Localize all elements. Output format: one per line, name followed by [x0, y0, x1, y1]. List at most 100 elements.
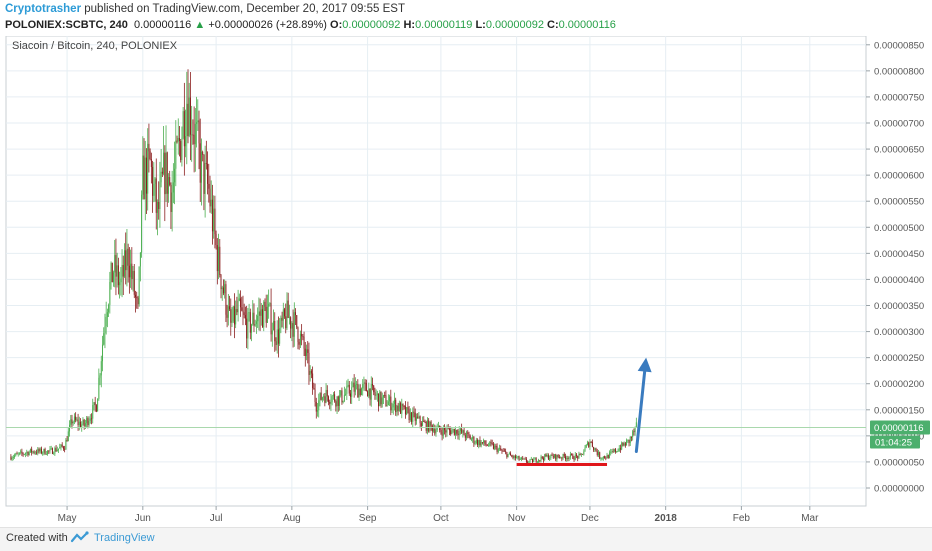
candle-body [349, 393, 351, 397]
candle-body [364, 382, 366, 384]
candle-body [462, 430, 464, 433]
candle-body [185, 136, 187, 147]
candle-body [479, 440, 481, 446]
candle-body [141, 194, 143, 253]
candle-body [302, 336, 304, 338]
candle-body [627, 439, 629, 441]
candle-body [324, 396, 326, 403]
candle-body [55, 448, 57, 452]
candle-body [325, 389, 327, 403]
candle-body [77, 419, 79, 426]
candle-body [31, 448, 33, 453]
candle-body [276, 329, 278, 345]
candle-body [22, 453, 24, 455]
candle-body [458, 430, 460, 436]
candle-body [51, 448, 53, 454]
x-tick-label: Aug [283, 513, 301, 524]
candle-body [254, 324, 256, 326]
candle-body [87, 418, 89, 426]
candle-body [593, 446, 595, 450]
candle-body [65, 440, 67, 450]
low-label: L: [475, 19, 486, 31]
candle-body [376, 393, 378, 395]
candle-body [329, 401, 331, 404]
candle-body [398, 403, 400, 411]
candle-body [49, 448, 51, 451]
candle-body [67, 431, 69, 442]
candle-body [374, 392, 376, 396]
candle-body [330, 401, 332, 404]
candle-body [505, 451, 507, 453]
candle-body [149, 151, 151, 160]
candle-body [337, 396, 339, 406]
candle-body [499, 448, 501, 449]
candle-body [138, 266, 140, 305]
y-tick-label: 0.00000250 [874, 353, 924, 364]
candle-body [441, 432, 443, 436]
candle-body [510, 453, 512, 456]
countdown-tag-label: 01:04:25 [875, 438, 912, 449]
candle-body [121, 264, 123, 279]
candle-body [240, 298, 242, 308]
x-axis: May Jun Jul Aug Sep Oct Nov Dec 2018 Feb Mar [58, 506, 819, 524]
candle-body [516, 457, 518, 459]
last-price-tag-label: 0.00000116 [874, 423, 924, 434]
candle-body [485, 444, 487, 445]
candle-body [158, 201, 160, 209]
candle-body [379, 391, 381, 407]
candle-body [381, 397, 383, 405]
candle-body [102, 344, 104, 362]
candle-body [494, 445, 496, 449]
candle-body [81, 424, 83, 428]
candle-body [317, 410, 319, 412]
candle-body [98, 377, 100, 399]
candle-body [148, 143, 150, 152]
candle-body [544, 454, 546, 460]
candle-body [299, 333, 301, 345]
candle-body [474, 443, 476, 444]
candle-body [100, 361, 102, 376]
candle-body [70, 419, 72, 425]
candle-body [424, 421, 426, 423]
candle-body [455, 429, 457, 435]
candle-body [375, 394, 377, 396]
candle-body [155, 178, 157, 213]
price-chart[interactable]: May Jun Jul Aug Sep Oct Nov Dec 2018 Feb Mar 0.000… [0, 36, 932, 527]
candle-body [347, 384, 349, 387]
candle-body [562, 454, 564, 459]
candle-body [503, 450, 505, 452]
candle-body [205, 163, 207, 164]
candle-body [287, 300, 289, 318]
candle-body [225, 284, 227, 315]
candle-body [202, 151, 204, 155]
candle-body [128, 265, 130, 278]
candle-body [472, 436, 474, 439]
author-link[interactable]: Cryptotrasher [5, 3, 82, 15]
candle-body [582, 453, 584, 455]
candle-body [56, 449, 58, 452]
candle-body [116, 265, 118, 277]
candle-body [341, 390, 343, 403]
candle-body [370, 383, 372, 400]
candle-body [533, 459, 535, 463]
candle-body [373, 385, 375, 393]
candle-body [47, 450, 49, 455]
candle-body [490, 441, 492, 444]
candle-body [352, 382, 354, 388]
tradingview-link[interactable]: TradingView [94, 532, 155, 544]
candle-body [338, 395, 340, 406]
candle-body [475, 439, 477, 444]
candle-body [588, 442, 590, 447]
candle-body [378, 393, 380, 407]
candle-body [104, 326, 106, 334]
candle-body [359, 388, 361, 396]
candle-body [628, 439, 630, 443]
candle-body [621, 442, 623, 450]
candle-body [69, 424, 71, 432]
candle-body [362, 384, 364, 389]
candle-body [435, 430, 437, 434]
candle-body [161, 171, 163, 174]
candle-body [541, 456, 543, 459]
candle-body [536, 461, 538, 463]
candle-body [28, 451, 30, 455]
